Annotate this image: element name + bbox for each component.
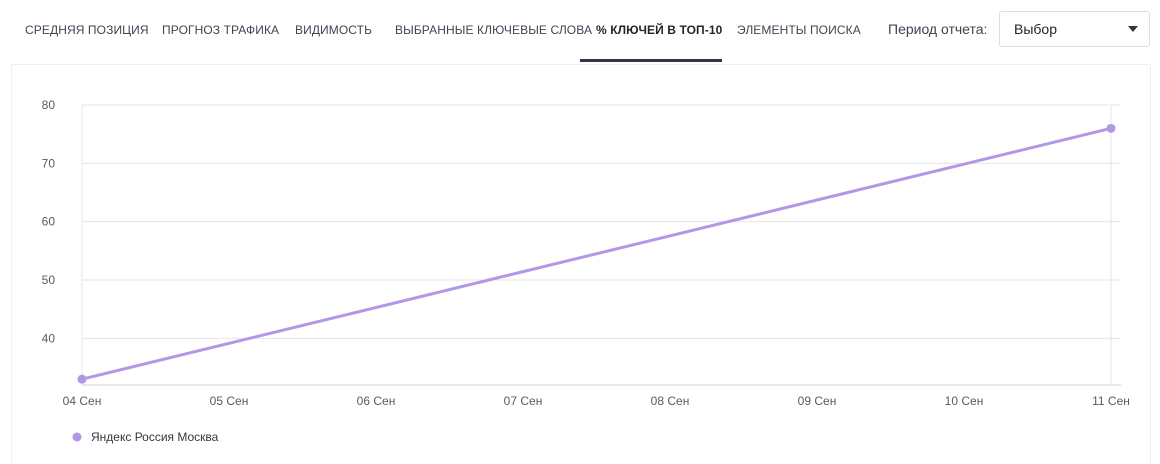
tab-visibility[interactable]: ВИДИМОСТЬ <box>295 23 373 37</box>
report-period-label: Период отчета: <box>888 21 988 37</box>
tab-search-elements[interactable]: ЭЛЕМЕНТЫ ПОИСКА <box>737 23 861 37</box>
chart-grid <box>81 104 1121 386</box>
chart-series <box>77 123 1116 384</box>
legend-label: Яндекс Россия Москва <box>91 430 219 444</box>
report-period-value: Выбор <box>1014 21 1057 37</box>
y-tick-label: 70 <box>42 156 56 170</box>
x-tick-label: 08 Сен <box>651 394 690 408</box>
x-tick-label: 09 Сен <box>798 394 837 408</box>
y-tick-label: 80 <box>42 98 56 112</box>
x-axis: 04 Сен 05 Сен 06 Сен 07 Сен 08 Сен 09 Сен 10 С… <box>63 394 1130 408</box>
tab-selected-keywords[interactable]: ВЫБРАННЫЕ КЛЮЧЕВЫЕ СЛОВА <box>395 23 593 37</box>
data-point <box>1106 123 1116 133</box>
series-line <box>80 126 1113 381</box>
x-tick-label: 04 Сен <box>63 394 102 408</box>
chevron-down-icon <box>1128 26 1138 32</box>
x-tick-label: 10 Сен <box>945 394 984 408</box>
chart-panel: 40 50 60 70 80 04 Сен 05 Сен 06 Сен 07 Сен 08 Се… <box>11 64 1151 464</box>
line-chart: 40 50 60 70 80 04 Сен 05 Сен 06 Сен 07 Сен 08 Се… <box>42 98 1130 444</box>
x-tick-label: 06 Сен <box>357 394 396 408</box>
y-tick-label: 50 <box>42 273 56 287</box>
legend-marker <box>72 432 82 442</box>
x-tick-label: 11 Сен <box>1092 394 1130 408</box>
tab-traffic-forecast[interactable]: ПРОГНОЗ ТРАФИКА <box>162 23 280 37</box>
x-tick-label: 07 Сен <box>504 394 543 408</box>
y-tick-label: 60 <box>42 215 56 229</box>
y-axis: 40 50 60 70 80 <box>42 98 56 345</box>
data-point <box>77 374 87 384</box>
report-toolbar: СРЕДНЯЯ ПОЗИЦИЯ ПРОГНОЗ ТРАФИКА ВИДИМОСТ… <box>0 0 1160 64</box>
tab-top10-keywords[interactable]: % КЛЮЧЕЙ В ТОП-10 <box>596 23 723 37</box>
tab-average-position[interactable]: СРЕДНЯЯ ПОЗИЦИЯ <box>25 23 149 37</box>
x-tick-label: 05 Сен <box>210 394 249 408</box>
report-period-select[interactable]: Выбор <box>999 11 1150 47</box>
chart-legend: Яндекс Россия Москва <box>72 430 219 444</box>
active-tab-indicator <box>580 59 722 62</box>
y-tick-label: 40 <box>42 331 56 345</box>
